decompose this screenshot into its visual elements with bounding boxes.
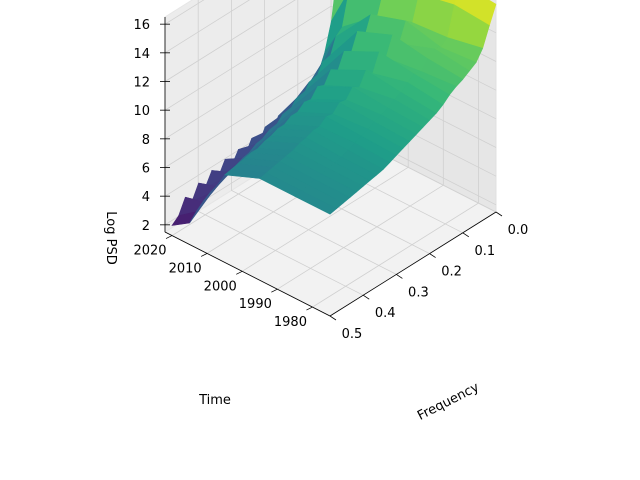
x-tick-label: 0.5 [342, 327, 363, 342]
tick-marks [160, 23, 503, 321]
surface-plot [171, 0, 497, 226]
y-axis-line [164, 231, 331, 317]
z-tick-label: 16 [133, 18, 150, 33]
y-axis-title: Time [198, 393, 231, 408]
grid-line-time [312, 0, 479, 308]
y-tick-label: 2020 [133, 244, 166, 259]
y-tick [200, 253, 208, 257]
z-tick-label: 14 [133, 47, 150, 62]
x-tick [462, 232, 470, 238]
z-tick-label: 10 [133, 104, 150, 119]
surface-patch [294, 190, 338, 215]
y-tick-label: 1980 [274, 315, 307, 330]
x-axis-title: Frequency [415, 380, 482, 424]
y-tick-label: 2000 [204, 279, 237, 294]
x-tick [396, 274, 403, 279]
z-tick-label: 4 [142, 190, 150, 205]
x-tick-label: 0.0 [508, 223, 529, 238]
y-tick [236, 270, 243, 275]
grid-line-frequency [230, 0, 397, 275]
x-tick-label: 0.3 [408, 285, 429, 300]
z-tick-label: 12 [133, 76, 150, 91]
x-tick [429, 253, 436, 258]
x-tick [329, 315, 337, 321]
z-tick-label: 8 [142, 133, 150, 148]
y-tick-label: 2010 [169, 261, 202, 276]
y-tick [306, 306, 313, 311]
y-tick [165, 235, 173, 239]
x-tick [362, 294, 370, 300]
x-tick [495, 211, 503, 217]
y-tick [271, 288, 278, 293]
y-tick-label: 1990 [239, 297, 272, 312]
x-axis-line [329, 211, 497, 317]
surface-patch [323, 69, 367, 88]
z-tick-label: 2 [142, 219, 150, 234]
x-tick-label: 0.2 [441, 265, 462, 280]
z-tick-label: 6 [142, 162, 150, 177]
x-tick-label: 0.1 [474, 244, 495, 259]
x-tick-label: 0.4 [375, 306, 396, 321]
z-axis-title: Log PSD [103, 211, 118, 264]
surface-patch [310, 86, 354, 101]
